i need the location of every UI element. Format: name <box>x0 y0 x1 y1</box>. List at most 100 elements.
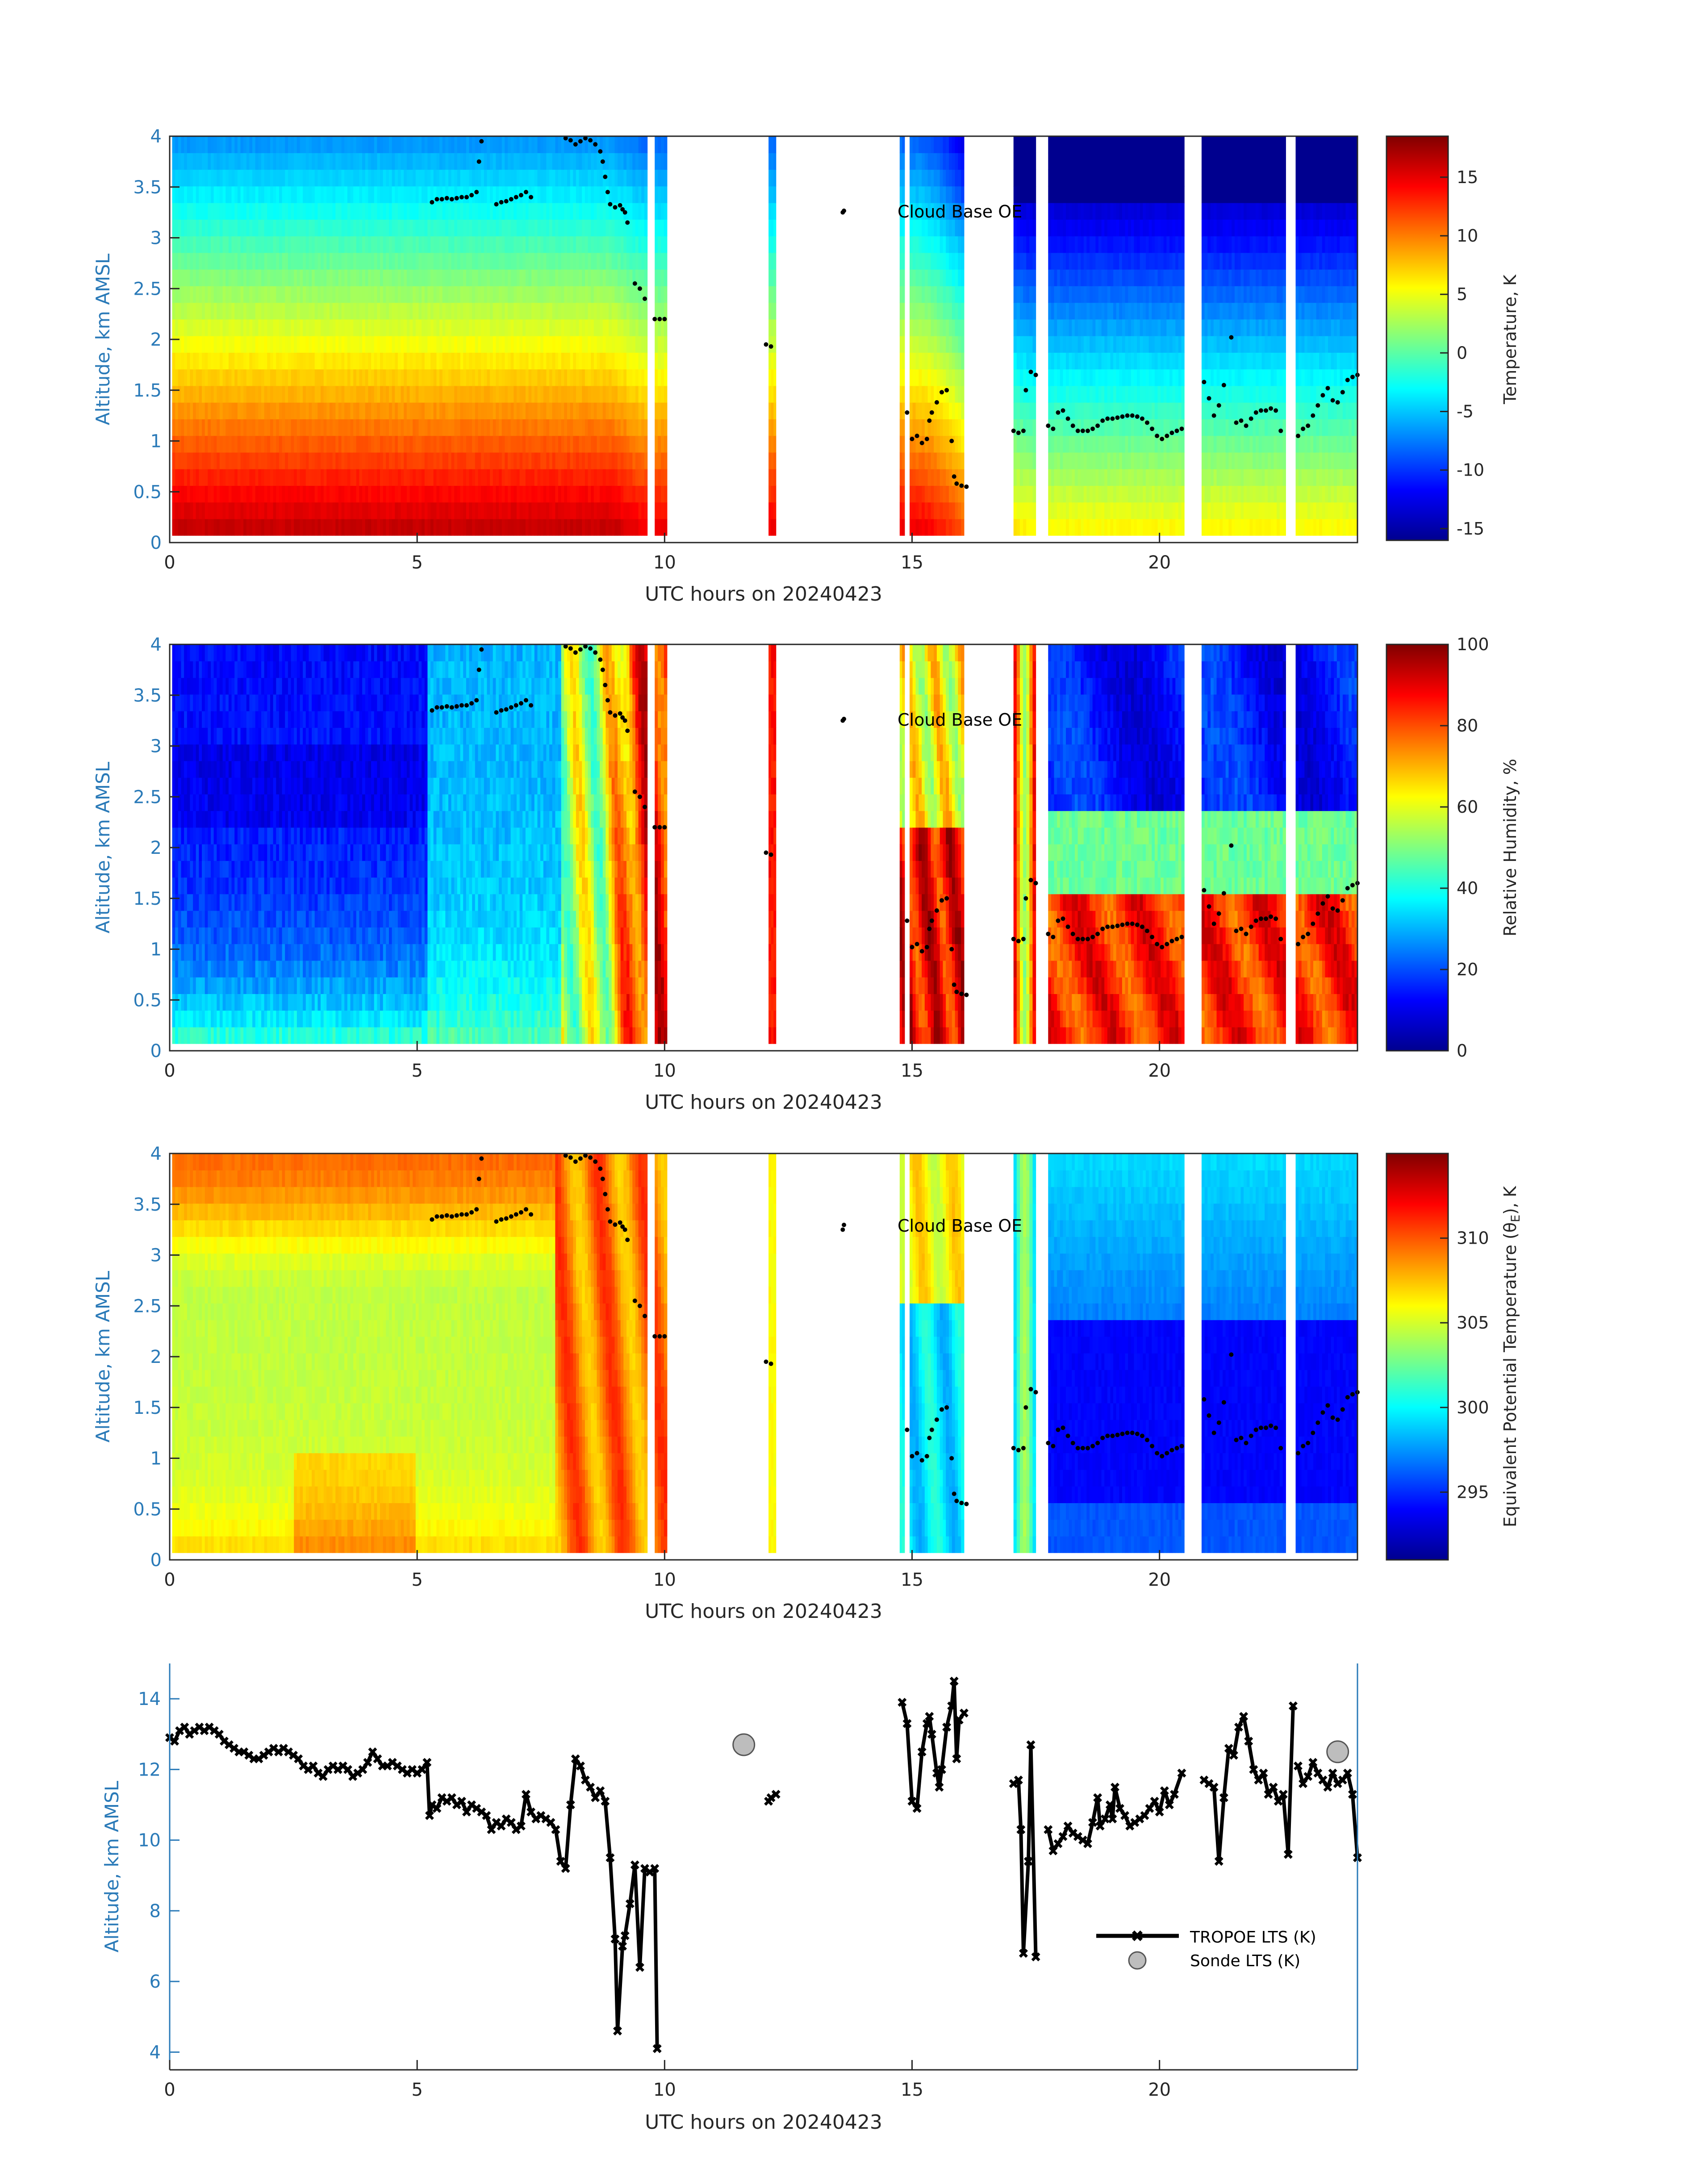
heatmap-cell <box>335 302 339 320</box>
heatmap-cell <box>314 435 318 453</box>
heatmap-cell <box>213 269 217 286</box>
heatmap-cell <box>475 435 479 453</box>
heatmap-cell <box>585 203 589 220</box>
heatmap-cell <box>1081 435 1084 453</box>
heatmap-cell <box>305 385 309 403</box>
heatmap-cell <box>588 186 591 203</box>
heatmap-cell <box>234 302 238 320</box>
heatmap-cell <box>910 252 913 270</box>
heatmap-cell <box>1063 269 1066 286</box>
heatmap-cell <box>558 269 562 286</box>
heatmap-cell <box>309 336 312 353</box>
heatmap-cell <box>552 485 555 503</box>
heatmap-cell <box>531 169 535 187</box>
heatmap-cell <box>1054 352 1057 370</box>
heatmap-cell <box>1081 169 1084 187</box>
heatmap-cell <box>561 402 564 419</box>
heatmap-cell <box>362 136 366 153</box>
heatmap-cell <box>661 485 664 503</box>
heatmap-cell <box>222 402 226 419</box>
heatmap-cell <box>585 302 589 320</box>
heatmap-cell <box>481 502 484 519</box>
heatmap-cell <box>231 186 235 203</box>
heatmap-cell <box>326 435 330 453</box>
heatmap-cell <box>1081 369 1084 386</box>
heatmap-cell <box>915 385 919 403</box>
heatmap-cell <box>472 169 476 187</box>
heatmap-cell <box>582 352 585 370</box>
heatmap-cell <box>611 136 615 153</box>
heatmap-cell <box>1023 236 1027 253</box>
heatmap-cell <box>291 136 294 153</box>
heatmap-cell <box>510 252 514 270</box>
heatmap-cell <box>505 219 508 237</box>
heatmap-cell <box>664 502 668 519</box>
heatmap-cell <box>356 518 359 536</box>
heatmap-cell <box>955 502 958 519</box>
heatmap-cell <box>576 469 580 486</box>
heatmap-cell <box>368 153 372 170</box>
heatmap-cell <box>1016 469 1020 486</box>
heatmap-cell <box>1023 169 1027 187</box>
heatmap-cell <box>1023 469 1027 486</box>
heatmap-cell <box>623 336 627 353</box>
heatmap-cell <box>555 336 559 353</box>
heatmap-cell <box>626 203 630 220</box>
heatmap-cell <box>430 452 434 469</box>
heatmap-cell <box>463 402 467 419</box>
heatmap-cell <box>540 402 544 419</box>
heatmap-cell <box>222 485 226 503</box>
heatmap-cell <box>658 352 661 370</box>
heatmap-cell <box>614 369 618 386</box>
heatmap-cell <box>543 169 547 187</box>
heatmap-cell <box>579 369 582 386</box>
heatmap-cell <box>1077 136 1081 153</box>
heatmap-cell <box>1083 153 1087 170</box>
heatmap-cell <box>246 369 250 386</box>
heatmap-cell <box>573 452 576 469</box>
heatmap-cell <box>484 352 488 370</box>
heatmap-cell <box>496 219 499 237</box>
heatmap-cell <box>466 203 470 220</box>
heatmap-cell <box>433 419 437 436</box>
heatmap-cell <box>558 469 562 486</box>
heatmap-cell <box>314 319 318 336</box>
heatmap-cell <box>303 469 306 486</box>
heatmap-cell <box>359 286 363 303</box>
heatmap-cell <box>564 435 568 453</box>
heatmap-cell <box>395 336 398 353</box>
heatmap-cell <box>531 402 535 419</box>
heatmap-cell <box>226 352 229 370</box>
heatmap-cell <box>525 203 529 220</box>
heatmap-cell <box>404 518 407 536</box>
heatmap-cell <box>1066 518 1069 536</box>
heatmap-cell <box>496 402 499 419</box>
heatmap-cell <box>291 319 294 336</box>
heatmap-cell <box>353 518 357 536</box>
heatmap-cell <box>430 153 434 170</box>
heatmap-cell <box>1077 286 1081 303</box>
heatmap-cell <box>219 352 223 370</box>
heatmap-cell <box>1072 369 1075 386</box>
heatmap-cell <box>626 452 630 469</box>
heatmap-cell <box>561 352 564 370</box>
heatmap-cell <box>273 302 276 320</box>
heatmap-cell <box>436 336 440 353</box>
heatmap-cell <box>638 319 642 336</box>
heatmap-cell <box>472 435 476 453</box>
heatmap-cell <box>312 269 315 286</box>
heatmap-cell <box>519 469 523 486</box>
heatmap-cell <box>401 319 404 336</box>
heatmap-cell <box>234 402 238 419</box>
heatmap-cell <box>436 518 440 536</box>
heatmap-cell <box>445 319 449 336</box>
heatmap-cell <box>178 336 182 353</box>
heatmap-cell <box>211 352 214 370</box>
heatmap-cell <box>424 219 428 237</box>
heatmap-cell <box>915 203 919 220</box>
heatmap-cell <box>1077 469 1081 486</box>
heatmap-cell <box>528 336 532 353</box>
heatmap-cell <box>439 319 443 336</box>
heatmap-cell <box>276 485 280 503</box>
heatmap-cell <box>202 153 205 170</box>
